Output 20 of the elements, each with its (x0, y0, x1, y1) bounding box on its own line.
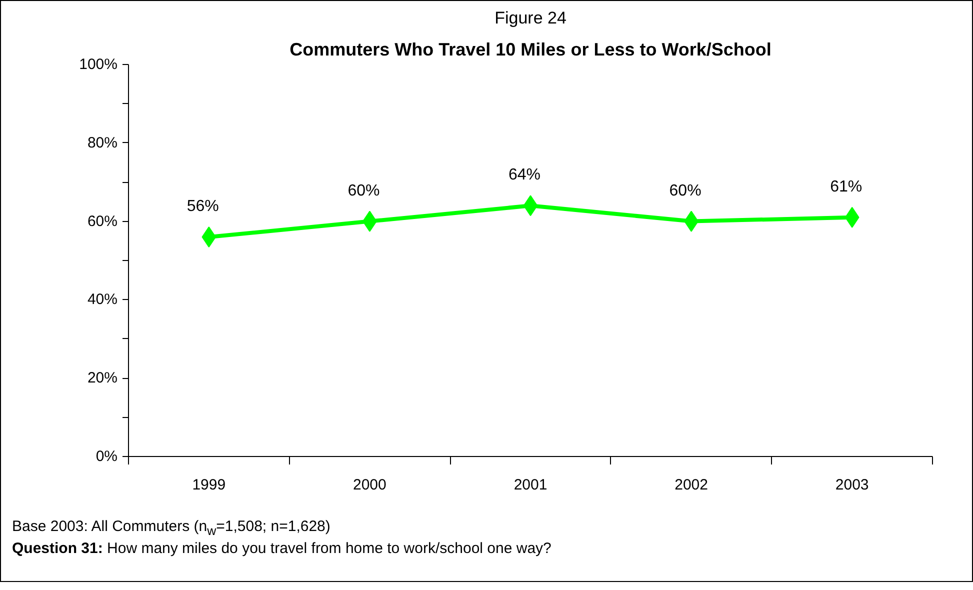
x-tick-label: 2001 (514, 476, 548, 494)
y-tick-label: 40% (87, 291, 118, 308)
y-tick-label: 0% (96, 448, 118, 465)
x-tick-label: 1999 (192, 476, 226, 494)
text: 60% (348, 182, 380, 200)
y-tick-label: 60% (87, 212, 118, 230)
y-tick-label: 20% (87, 370, 118, 387)
y-tick-label: 80% (87, 134, 118, 152)
x-tick-label: 2003 (835, 476, 869, 494)
x-tick-label: 2000 (353, 476, 386, 494)
text: 61% (830, 178, 862, 196)
text: 56% (186, 198, 219, 215)
text: Base 2003: All Commuters (n$_{w}$=1,508; n=1,628) (12, 518, 332, 540)
text: Question 31: How many miles do you travel from home to work/school one way? (12, 540, 552, 558)
chart-title: Figure 24 (494, 8, 566, 28)
text: 64% (508, 166, 541, 184)
y-tick-label: 100% (79, 56, 118, 73)
x-tick-label: 2002 (674, 476, 708, 494)
text: 60% (669, 182, 702, 200)
chart-subtitle: Commuters Who Travel 10 Miles or Less to Work/School (290, 40, 772, 60)
